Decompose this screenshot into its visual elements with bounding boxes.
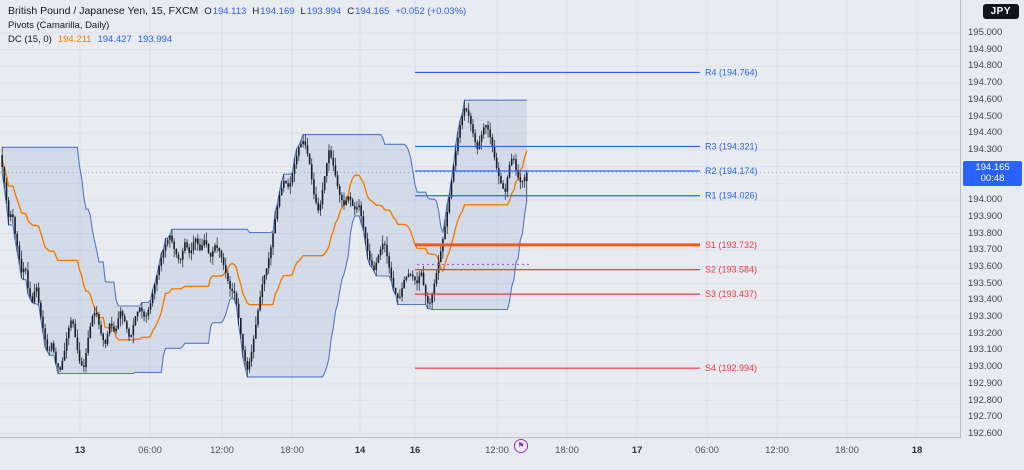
pivots-indicator-title: Pivots (Camarilla, Daily) bbox=[8, 20, 110, 31]
price-tick-label: 195.000 bbox=[968, 27, 1003, 38]
legend-row-symbol: British Pound / Japanese Yen, 15, FXCM O1… bbox=[8, 5, 466, 18]
ohlc-value: 194.165 bbox=[355, 6, 390, 17]
donchian-indicator-title: DC (15, 0) bbox=[8, 34, 52, 45]
price-tick-label: 192.700 bbox=[968, 411, 1003, 423]
legend-row-pivots[interactable]: Pivots (Camarilla, Daily) bbox=[8, 19, 466, 32]
time-tick-label[interactable]: 18:00 bbox=[835, 445, 859, 456]
price-tick-label: 193.200 bbox=[968, 327, 1003, 339]
pivot-label-s2: S2 (193.584) bbox=[705, 265, 757, 275]
time-tick-label[interactable]: 18:00 bbox=[280, 445, 304, 456]
price-tick-label: 193.100 bbox=[968, 344, 1003, 356]
current-price-value: 194.165 bbox=[975, 161, 1010, 173]
ohlc-values: O194.113 H194.169 L193.994 C194.165 +0.052 (… bbox=[198, 5, 466, 17]
ohlc-value: 194.113 bbox=[212, 6, 247, 17]
price-tick-label: 194.400 bbox=[968, 127, 1003, 139]
current-price-badge[interactable]: 194.165 00:48 bbox=[963, 160, 1022, 186]
price-tick-label: 194.700 bbox=[968, 77, 1003, 89]
price-tick-label: 193.300 bbox=[968, 311, 1003, 323]
time-tick-label[interactable]: 18 bbox=[911, 445, 923, 456]
time-tick-label[interactable]: 12:00 bbox=[485, 445, 509, 456]
price-tick-label: 194.900 bbox=[968, 43, 1003, 55]
ohlc-letter: O bbox=[204, 6, 212, 17]
pivot-label-r2: R2 (194.174) bbox=[705, 166, 758, 176]
price-tick-label: 193.800 bbox=[968, 227, 1003, 239]
donchian-channel bbox=[1, 99, 528, 378]
pivot-label-r3: R3 (194.321) bbox=[705, 141, 758, 151]
price-tick-label: 194.600 bbox=[968, 93, 1003, 105]
time-tick-label[interactable]: 17 bbox=[631, 445, 643, 456]
price-tick-label: 193.500 bbox=[968, 277, 1003, 289]
price-tick-label: 192.900 bbox=[968, 377, 1003, 389]
time-tick-label[interactable]: 14 bbox=[354, 445, 366, 456]
pivot-label-s1: S1 (193.732) bbox=[705, 240, 757, 250]
price-tick-label: 193.600 bbox=[968, 260, 1003, 272]
chart-canvas[interactable]: R4 (194.764) R3 (194.321) R2 (194.174) R1 (… bbox=[0, 0, 960, 437]
ohlc-letter: C bbox=[347, 6, 355, 17]
donchian-upper-band bbox=[2, 99, 527, 307]
time-tick-label[interactable]: 13 bbox=[74, 445, 86, 456]
donchian-lower-band bbox=[1, 171, 528, 378]
time-axis[interactable]: 13 06:00 12:00 18:00 14 16 12:00 18:00 17 06:00 12… bbox=[0, 437, 1024, 470]
grid bbox=[0, 0, 960, 437]
economic-event-icon[interactable]: ⚑ bbox=[514, 439, 528, 453]
price-axis[interactable]: JPY 195.000 194.900 194.800 194.700 194.600 1… bbox=[960, 0, 1024, 439]
price-tick-label: 194.000 bbox=[968, 194, 1003, 206]
price-tick-label: 192.800 bbox=[968, 394, 1003, 406]
bar-countdown: 00:48 bbox=[980, 173, 1005, 184]
candle-bodies bbox=[1, 108, 528, 370]
donchian-fill bbox=[2, 100, 527, 377]
donchian-values: 194.211 194.427 193.994 bbox=[52, 34, 172, 45]
ohlc-value: 194.169 bbox=[260, 6, 295, 17]
pivot-label-s4: S4 (192.994) bbox=[705, 363, 757, 373]
pivot-levels: R4 (194.764) R3 (194.321) R2 (194.174) R1 (… bbox=[415, 67, 758, 373]
price-tick-label: 194.300 bbox=[968, 143, 1003, 155]
donchian-value: 194.211 bbox=[57, 34, 92, 45]
ohlc-value: 193.994 bbox=[306, 6, 342, 17]
time-tick-label[interactable]: 06:00 bbox=[695, 445, 719, 456]
price-tick-label: 193.400 bbox=[968, 294, 1003, 306]
price-tick-label: 193.000 bbox=[968, 361, 1003, 373]
price-tick-label: 194.800 bbox=[968, 60, 1003, 72]
ohlc-letter: H bbox=[252, 6, 260, 17]
time-tick-label[interactable]: 12:00 bbox=[765, 445, 789, 456]
price-tick-label: 193.700 bbox=[968, 244, 1003, 256]
legend-row-donchian[interactable]: DC (15, 0) 194.211 194.427 193.994 bbox=[8, 33, 466, 46]
currency-badge[interactable]: JPY bbox=[982, 4, 1019, 19]
symbol-title[interactable]: British Pound / Japanese Yen, 15, FXCM bbox=[8, 5, 199, 17]
pivot-label-r1: R1 (194.026) bbox=[705, 191, 758, 201]
pivot-label-s3: S3 (193.437) bbox=[705, 289, 757, 299]
price-tick-label: 192.600 bbox=[968, 428, 1003, 439]
time-tick-label[interactable]: 18:00 bbox=[555, 445, 579, 456]
time-tick-label[interactable]: 06:00 bbox=[138, 445, 162, 456]
donchian-value: 194.427 bbox=[97, 34, 132, 45]
price-change: +0.052 (+0.03%) bbox=[395, 6, 467, 17]
donchian-value: 193.994 bbox=[137, 34, 173, 45]
pivot-label-r4: R4 (194.764) bbox=[705, 67, 758, 77]
price-tick-label: 194.500 bbox=[968, 110, 1003, 122]
chart-legend: British Pound / Japanese Yen, 15, FXCM O1… bbox=[8, 5, 466, 46]
time-tick-label[interactable]: 12:00 bbox=[210, 445, 234, 456]
price-tick-label: 193.900 bbox=[968, 210, 1003, 222]
time-tick-label[interactable]: 16 bbox=[409, 445, 421, 456]
ohlc-letter: L bbox=[300, 6, 306, 17]
candles bbox=[1, 100, 528, 377]
event-flag-glyph: ⚑ bbox=[517, 441, 525, 450]
